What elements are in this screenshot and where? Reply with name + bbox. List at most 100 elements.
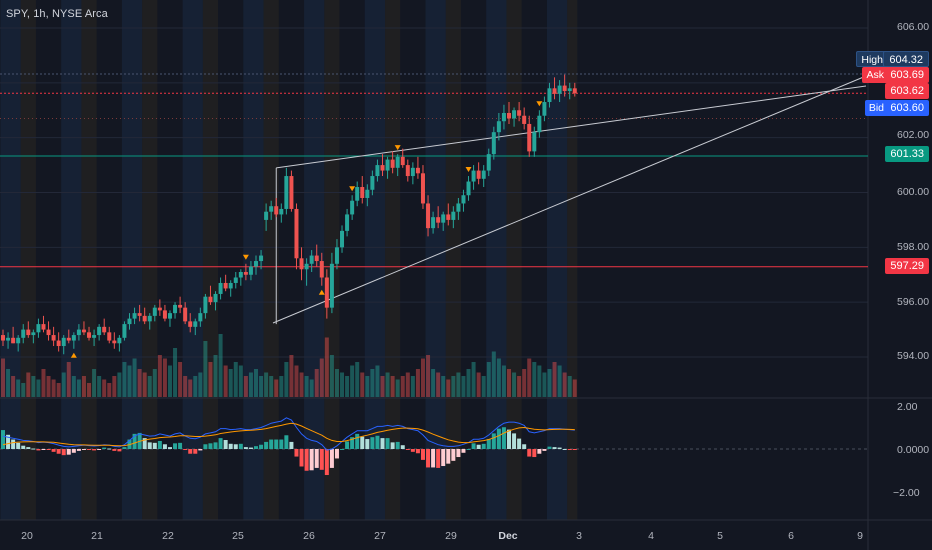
candle-body [441, 214, 446, 223]
volume-bar [213, 355, 218, 397]
macd-histogram-bar [324, 449, 329, 476]
volume-bar [147, 376, 152, 397]
price-tick: 602.00 [897, 129, 930, 141]
time-label: 21 [91, 530, 103, 542]
volume-bar [71, 376, 76, 397]
macd-histogram-bar [61, 449, 66, 456]
candle-body [431, 217, 436, 229]
macd-histogram-bar [167, 447, 172, 449]
volume-bar [512, 372, 517, 397]
macd-histogram-bar [36, 449, 41, 451]
macd-histogram-bar [471, 443, 476, 449]
signal-marker-up [318, 289, 325, 295]
candle-body [238, 272, 243, 278]
candle-body [309, 255, 314, 264]
candle-body [415, 167, 420, 174]
macd-histogram-bar [456, 449, 461, 458]
macd-histogram-bar [360, 436, 365, 449]
macd-histogram-bar [21, 445, 26, 449]
macd-histogram-bar [390, 442, 395, 449]
session-shading [61, 0, 82, 520]
price-tick: 598.00 [897, 241, 930, 253]
volume-bar [243, 376, 248, 397]
macd-histogram-bar [461, 449, 466, 453]
candle-body [375, 165, 380, 177]
volume-bar [117, 372, 122, 397]
volume-bar [370, 369, 375, 397]
volume-bar [1, 358, 5, 397]
macd-histogram-bar [233, 444, 238, 449]
green-level-tag[interactable]: 601.33 [885, 146, 929, 162]
macd-histogram-bar [329, 449, 334, 468]
volume-bar [264, 372, 269, 397]
candle-body [491, 132, 496, 155]
candle-body [314, 255, 319, 262]
macd-histogram-bar [218, 438, 223, 449]
volume-bar [340, 372, 345, 397]
candle-body [486, 154, 491, 171]
macd-histogram-bar [426, 449, 431, 468]
candle-body [405, 165, 410, 177]
volume-bar [486, 362, 491, 397]
candle-body [208, 296, 213, 303]
volume-bar [107, 383, 112, 397]
macd-histogram-bar [198, 449, 203, 451]
candle-body [507, 112, 511, 119]
volume-bar [81, 376, 86, 397]
volume-bar [426, 355, 431, 397]
candle-body [481, 170, 486, 179]
volume-bar [522, 369, 527, 397]
macd-histogram-bar [16, 442, 21, 449]
candle-body [218, 282, 223, 294]
session-shading [263, 0, 279, 520]
session-shading [182, 0, 203, 520]
macd-histogram-bar [552, 447, 557, 449]
macd-histogram-bar [340, 449, 345, 450]
time-label: 5 [717, 530, 723, 542]
volume-bar [415, 369, 420, 397]
volume-bar [334, 369, 339, 397]
candle-body [334, 247, 339, 264]
session-shading [364, 0, 386, 520]
candle-body [567, 88, 572, 92]
macd-tick: −2.00 [893, 487, 920, 499]
volume-bar [324, 337, 329, 397]
macd-histogram-bar [213, 442, 218, 449]
macd-histogram-bar [350, 437, 355, 449]
volume-bar [476, 372, 481, 397]
candle-body [279, 208, 284, 215]
macd-histogram-bar [410, 449, 415, 452]
volume-bar [6, 369, 11, 397]
price-tick: 600.00 [897, 186, 930, 198]
volume-bar [279, 376, 284, 397]
candle-body [233, 277, 238, 283]
candle-body [436, 217, 441, 223]
candle-body [517, 110, 522, 116]
volume-bar [173, 348, 178, 397]
volume-bar [274, 379, 279, 397]
red-level-tag[interactable]: 597.29 [885, 258, 929, 274]
volume-bar [420, 358, 425, 397]
candle-body [147, 315, 152, 322]
volume-bar [127, 365, 132, 397]
candle-body [51, 335, 56, 341]
ask-price-tag: 603.69 [885, 67, 929, 83]
volume-bar [537, 365, 542, 397]
session-shading [121, 0, 143, 520]
macd-histogram-bar [436, 449, 441, 468]
volume-bar [466, 369, 471, 397]
volume-bar [188, 379, 193, 397]
volume-bar [405, 372, 410, 397]
candle-body [461, 195, 466, 204]
candle-body [223, 282, 228, 289]
volume-bar [496, 358, 501, 397]
candle-body [446, 214, 451, 220]
volume-bar [567, 376, 572, 397]
bid-price-tag: 603.60 [885, 100, 929, 116]
candle-body [537, 115, 542, 133]
symbol-title[interactable]: SPY, 1h, NYSE Arca [6, 8, 108, 20]
volume-bar [461, 376, 466, 397]
volume-bar [329, 355, 334, 397]
